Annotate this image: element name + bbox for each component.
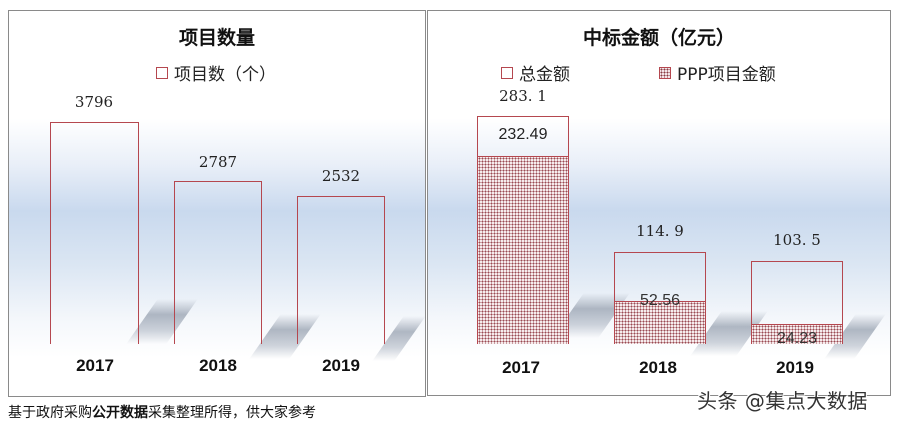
legend-label: PPP项目金额	[677, 65, 776, 85]
footnote-bold: 公开数据	[92, 405, 148, 421]
legend-total-amount: 总金额	[501, 60, 570, 85]
x-axis-label: 2018	[199, 356, 237, 375]
bar-2019	[297, 196, 385, 344]
bar-2018	[174, 181, 262, 344]
legend-swatch-dotted	[659, 66, 671, 79]
total-value-label: 114. 9	[636, 222, 684, 240]
value-label: 3796	[74, 93, 114, 111]
ppp-bar-2018	[614, 301, 706, 344]
ppp-value-label: 232.49	[498, 126, 548, 143]
x-axis-label: 2017	[502, 358, 540, 377]
total-value-label: 103. 5	[773, 231, 821, 249]
total-bar-2018	[614, 252, 706, 344]
ppp-bar-2017	[477, 156, 569, 344]
legend-swatch-empty	[156, 66, 168, 79]
ppp-value-label: 24.23	[776, 330, 818, 347]
footnote-post: 采集整理所得，供大家参考	[148, 405, 316, 421]
legend-label: 总金额	[519, 65, 570, 85]
x-axis-label: 2017	[76, 356, 114, 375]
value-label: 2532	[321, 167, 361, 185]
x-axis-label: 2019	[776, 358, 814, 377]
legend-ppp-amount: PPP项目金额	[659, 60, 776, 85]
bar-2017	[50, 122, 139, 344]
project-count-chart: 项目数量 项目数（个） 3796 2787 2532 2017 2018 201…	[8, 10, 426, 397]
bid-amount-chart: 中标金额（亿元） 总金额 PPP项目金额 283. 1 232.49 114. …	[427, 10, 891, 396]
x-axis-label: 2019	[322, 356, 360, 375]
ppp-value-label: 52.56	[639, 292, 681, 309]
value-label: 2787	[198, 153, 238, 171]
total-bar-2019	[751, 261, 843, 344]
chart-title: 项目数量	[178, 27, 255, 49]
x-axis-label: 2018	[639, 358, 677, 377]
chart-title: 中标金额（亿元）	[582, 27, 735, 49]
legend-label: 项目数（个）	[174, 65, 276, 85]
source-footnote: 基于政府采购公开数据采集整理所得，供大家参考	[8, 402, 316, 422]
watermark: 头条 @集点大数据	[697, 389, 868, 413]
legend-swatch-empty	[501, 66, 513, 79]
legend-project-count: 项目数（个）	[156, 60, 276, 85]
total-value-label: 283. 1	[499, 87, 547, 105]
footnote-pre: 基于政府采购	[8, 405, 92, 421]
ppp-bar-2019	[751, 324, 843, 344]
